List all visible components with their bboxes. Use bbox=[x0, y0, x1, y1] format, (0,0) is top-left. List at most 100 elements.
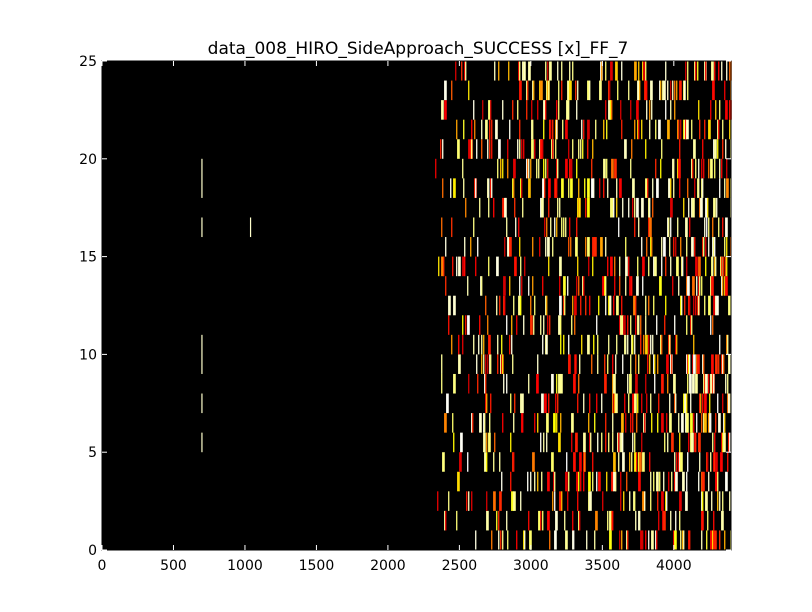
y-tick-label: 5 bbox=[88, 445, 97, 461]
heatmap-cell bbox=[488, 334, 491, 355]
heatmap-cell bbox=[636, 197, 639, 218]
heatmap-cell bbox=[558, 373, 561, 394]
heatmap-cell bbox=[709, 393, 711, 414]
heatmap-cell bbox=[683, 197, 685, 218]
heatmap-cell bbox=[688, 276, 690, 296]
heatmap-cell bbox=[462, 158, 464, 179]
heatmap-cell bbox=[521, 139, 523, 159]
heatmap-cell bbox=[506, 315, 508, 335]
heatmap-cell bbox=[540, 315, 542, 335]
heatmap-cell bbox=[688, 197, 690, 218]
heatmap-cell bbox=[640, 530, 643, 550]
heatmap-cell bbox=[457, 139, 460, 159]
heatmap-cell bbox=[729, 100, 732, 120]
heatmap-cell bbox=[452, 413, 454, 433]
heatmap-cell bbox=[519, 237, 521, 257]
heatmap-cell bbox=[625, 237, 627, 257]
heatmap-cell bbox=[719, 530, 721, 550]
heatmap-cell bbox=[453, 432, 455, 453]
heatmap-cell bbox=[545, 237, 547, 257]
y-tick-label: 15 bbox=[79, 250, 97, 266]
heatmap-cell bbox=[542, 139, 544, 159]
heatmap-cell bbox=[486, 510, 489, 531]
heatmap-cell bbox=[674, 530, 677, 550]
heatmap-cell bbox=[456, 256, 458, 277]
heatmap-cell bbox=[630, 354, 632, 374]
heatmap-cell bbox=[532, 237, 534, 257]
heatmap-cell bbox=[611, 158, 614, 179]
heatmap-cell bbox=[541, 197, 544, 218]
heatmap-cell bbox=[614, 256, 616, 277]
heatmap-cell bbox=[549, 315, 551, 335]
heatmap-cell bbox=[642, 452, 645, 472]
heatmap-cell bbox=[609, 295, 611, 316]
heatmap-cell bbox=[510, 393, 512, 414]
heatmap-cell bbox=[681, 256, 683, 277]
heatmap-cell bbox=[689, 217, 691, 238]
heatmap-cell bbox=[690, 393, 692, 414]
heatmap-cell bbox=[201, 432, 203, 453]
heatmap-cell bbox=[667, 80, 669, 101]
heatmap-cell bbox=[696, 276, 698, 296]
heatmap-cell bbox=[458, 256, 461, 277]
x-tick-label: 500 bbox=[160, 558, 187, 574]
heatmap-cell bbox=[686, 413, 689, 433]
heatmap-cell bbox=[493, 491, 496, 511]
heatmap-cell bbox=[636, 100, 639, 120]
heatmap-cell bbox=[710, 100, 712, 120]
heatmap-cell bbox=[569, 80, 572, 101]
heatmap-cell bbox=[632, 432, 634, 453]
heatmap-cell bbox=[729, 393, 731, 414]
heatmap-cell bbox=[565, 530, 568, 550]
heatmap-cell bbox=[723, 256, 725, 277]
heatmap-cell bbox=[684, 295, 686, 316]
heatmap-cell bbox=[686, 315, 688, 335]
heatmap-cell bbox=[680, 119, 682, 140]
heatmap-cell bbox=[714, 139, 717, 159]
heatmap-cell bbox=[612, 510, 614, 531]
heatmap-cell bbox=[714, 452, 716, 472]
heatmap-cell bbox=[586, 530, 588, 550]
heatmap-cell bbox=[728, 432, 730, 453]
heatmap-cell bbox=[522, 61, 524, 81]
heatmap-cell bbox=[561, 217, 563, 238]
heatmap-cell bbox=[726, 256, 728, 277]
heatmap-cell bbox=[691, 119, 693, 140]
heatmap-cell bbox=[437, 491, 439, 511]
heatmap-cell bbox=[644, 413, 646, 433]
heatmap-cell bbox=[473, 100, 475, 120]
heatmap-cell bbox=[658, 393, 660, 414]
heatmap-cell bbox=[647, 178, 649, 198]
heatmap-cell bbox=[620, 432, 623, 453]
heatmap-cell bbox=[661, 413, 664, 433]
heatmap-cell bbox=[675, 471, 678, 492]
heatmap-cell bbox=[448, 295, 451, 316]
heatmap-cell bbox=[460, 432, 463, 453]
heatmap-cell bbox=[468, 80, 470, 101]
heatmap-cell bbox=[715, 256, 717, 277]
heatmap-cell bbox=[557, 197, 559, 218]
heatmap-cell bbox=[526, 100, 528, 120]
heatmap-cell bbox=[516, 315, 518, 335]
heatmap-cell bbox=[653, 295, 655, 316]
heatmap-cell bbox=[475, 530, 477, 550]
heatmap-cell bbox=[548, 197, 550, 218]
heatmap-cell bbox=[477, 237, 479, 257]
heatmap-cell bbox=[728, 295, 731, 316]
heatmap-cell bbox=[722, 119, 724, 140]
heatmap-cell bbox=[497, 158, 499, 179]
heatmap-cell bbox=[642, 276, 644, 296]
heatmap-cell bbox=[555, 510, 558, 531]
heatmap-cell bbox=[550, 119, 552, 140]
heatmap-cell bbox=[717, 119, 719, 140]
heatmap-cell bbox=[710, 315, 712, 335]
heatmap-cell bbox=[589, 432, 591, 453]
heatmap-cell bbox=[670, 80, 672, 101]
heatmap-cell bbox=[574, 295, 577, 316]
heatmap-cell bbox=[467, 276, 469, 296]
heatmap-cell bbox=[668, 217, 670, 238]
heatmap-cell bbox=[686, 256, 688, 277]
heatmap-cell bbox=[514, 393, 516, 414]
heatmap-cell bbox=[660, 158, 662, 179]
heatmap-cell bbox=[707, 197, 709, 218]
